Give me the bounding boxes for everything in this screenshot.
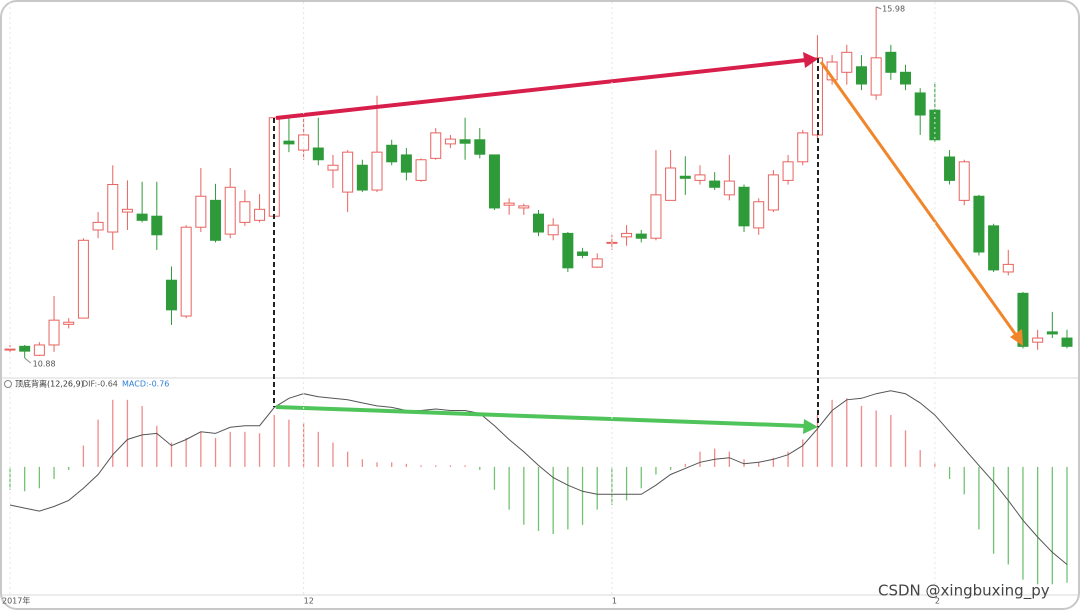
candle-body [77, 239, 89, 319]
candle-body [885, 51, 897, 73]
candle-body [635, 233, 647, 239]
candle-body [48, 319, 60, 346]
candle-body [650, 194, 662, 239]
price-panel [4, 6, 1073, 359]
x-tick-label: 2 [935, 597, 940, 606]
candle-body [210, 199, 222, 241]
candle-body [239, 201, 251, 223]
candle-body [107, 184, 119, 233]
candle-body [444, 138, 456, 145]
candle-body [767, 174, 779, 211]
candle-body [621, 232, 633, 238]
candle-body [312, 147, 324, 161]
candle-body [488, 154, 500, 209]
drop-arrow [819, 61, 1018, 336]
candle-body [900, 71, 912, 85]
candle-body [33, 344, 45, 356]
indicator-icon [4, 380, 12, 388]
candle-body [973, 195, 985, 253]
candle-body [136, 213, 148, 221]
candle-body [386, 144, 398, 163]
candle-body [782, 161, 794, 181]
candle-body [180, 226, 192, 317]
candle-body [753, 201, 765, 229]
candle-body [723, 180, 735, 196]
candle-body [958, 161, 970, 201]
indicator-label: 顶底背离(12,26,9) [15, 379, 84, 389]
candle-body [694, 174, 706, 181]
candle-body [503, 202, 515, 206]
candle-body [1032, 337, 1044, 343]
candle-body [577, 251, 589, 256]
candle-body [929, 109, 941, 141]
macd-panel [9, 390, 1068, 585]
candle-body [533, 213, 544, 233]
candle-body [1017, 292, 1029, 347]
candle-body [547, 224, 559, 236]
annotations [273, 52, 1023, 434]
candle-body [591, 258, 603, 268]
candle-body [914, 92, 926, 116]
arrow-head [803, 52, 818, 68]
candle-body [19, 345, 31, 352]
candle-body [327, 164, 339, 171]
candle-body [944, 156, 956, 181]
candle-body [855, 66, 867, 85]
leader-line [24, 357, 32, 364]
x-tick-label: 12 [304, 597, 314, 606]
candle-body [988, 225, 1000, 271]
candle-body [371, 151, 383, 191]
candle-body [870, 57, 882, 96]
x-tick-label: 2017年 [2, 596, 30, 606]
candle-body [562, 232, 574, 269]
low-label: 10.88 [33, 360, 56, 369]
x-tick-label: 1 [612, 597, 617, 606]
dif-line [9, 390, 1068, 565]
legend-entry: MACD:-0.76 [122, 380, 169, 389]
arrow-head [803, 419, 818, 434]
candle-body [841, 51, 853, 73]
candle-body [1002, 263, 1014, 273]
watermark: CSDN @xingbuxing_py [878, 582, 1050, 601]
candle-body [1061, 337, 1073, 347]
candle-body [518, 205, 530, 209]
price-arrow [275, 58, 807, 120]
candle-body [121, 208, 133, 213]
arrow-head [1010, 329, 1023, 346]
candle-body [342, 151, 354, 193]
candle-body [195, 195, 207, 228]
candle-body [283, 140, 295, 145]
candle-body [665, 167, 677, 201]
candle-body [474, 139, 486, 155]
candle-body [356, 164, 368, 191]
high-label: 15.98 [882, 4, 905, 13]
candle-body [4, 348, 16, 351]
candle-body [165, 279, 177, 311]
candle-body [254, 208, 266, 221]
macd-arrow [275, 405, 807, 428]
candle-body [679, 175, 691, 179]
candle-body [400, 154, 412, 173]
candle-body [430, 132, 442, 159]
candle-body [151, 215, 163, 236]
candle-body [738, 186, 750, 227]
candle-body [709, 180, 721, 188]
candle-body [63, 321, 75, 325]
candle-body [415, 159, 427, 181]
candle-body [797, 132, 809, 163]
candle-body [224, 186, 236, 235]
candle-body [459, 139, 471, 144]
leader-line [875, 6, 882, 10]
candle-body [92, 221, 104, 231]
legend-entry: DIF:-0.64 [82, 380, 118, 389]
candle-body [1046, 331, 1058, 335]
